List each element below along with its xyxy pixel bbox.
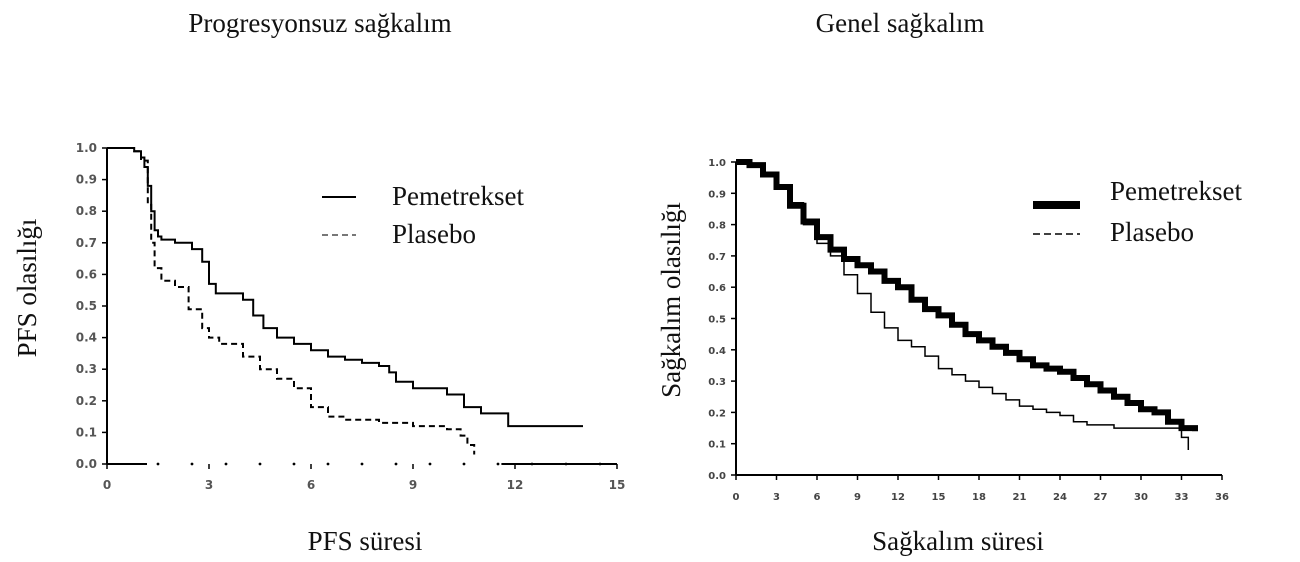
pfs-axis-dot — [258, 462, 262, 466]
pfs-x-tick-label: 0 — [103, 478, 111, 492]
os-x-tick-label: 0 — [733, 492, 740, 503]
os-x-axis-title: Sağkalım süresi — [872, 526, 1044, 556]
pfs-y-tick-label: 0.4 — [76, 331, 97, 345]
os-y-tick-label: 0.9 — [708, 189, 726, 200]
os-legend-label-pemetrekset: Pemetrekset — [1110, 176, 1242, 206]
pfs-axis-dot — [190, 462, 194, 466]
os-x-tick-label: 36 — [1215, 492, 1229, 503]
pfs-y-axis-title: PFS olasılığı — [12, 219, 42, 358]
pfs-y-tick-label: 0.8 — [76, 204, 97, 218]
os-y-axis-title: Sağkalım olasılığı — [656, 202, 686, 398]
os-y-tick-label: 0.1 — [708, 440, 726, 451]
pfs-axis-dot — [224, 462, 228, 466]
pfs-plot-area — [107, 147, 583, 455]
pfs-y-tick-label: 0.2 — [76, 394, 97, 408]
os-x-tick-label: 3 — [773, 492, 780, 503]
pfs-axis-dot — [326, 462, 330, 466]
pfs-x-tick-label: 15 — [609, 478, 626, 492]
pfs-axis-dot — [292, 462, 296, 466]
pfs-axis-dot — [496, 462, 500, 466]
os-x-tick-label: 6 — [814, 492, 821, 503]
pfs-y-tick-label: 0.9 — [76, 173, 97, 187]
os-x-tick-label: 9 — [854, 492, 861, 503]
pfs-legend-label-pemetrekset: Pemetrekset — [392, 181, 524, 211]
os-legend: Pemetrekset Plasebo — [1033, 176, 1242, 247]
os-x-tick-label: 24 — [1053, 492, 1067, 503]
os-x-tick-label: 15 — [932, 492, 946, 503]
os-y-tick-label: 0.3 — [708, 377, 726, 388]
pfs-chart-title: Progresyonsuz sağkalım — [188, 8, 451, 38]
os-x-tick-label: 18 — [972, 492, 986, 503]
os-y-tick-label: 0.7 — [708, 252, 726, 263]
pfs-axis-dot — [156, 462, 160, 466]
pfs-series-line-pemetrekset — [107, 147, 583, 428]
pfs-chart: Progresyonsuz sağkalım PFS süresi PFS ol… — [12, 8, 625, 556]
pfs-y-tick-label: 0.7 — [76, 236, 97, 250]
os-y-tick-label: 0.2 — [708, 408, 726, 419]
os-x-tick-label: 30 — [1134, 492, 1148, 503]
os-x-tick-label: 12 — [891, 492, 905, 503]
pfs-y-tick-label: 0.3 — [76, 362, 97, 376]
pfs-y-tick-label: 0.6 — [76, 267, 97, 281]
os-chart-title: Genel sağkalım — [816, 8, 985, 38]
os-x-tick-label: 27 — [1094, 492, 1108, 503]
pfs-x-tick-label: 12 — [507, 478, 524, 492]
pfs-legend-label-plasebo: Plasebo — [392, 219, 476, 249]
pfs-x-tick-label: 9 — [409, 478, 417, 492]
pfs-y-tick-label: 0.0 — [76, 457, 97, 471]
os-y-tick-label: 0.8 — [708, 221, 726, 232]
pfs-x-tick-label: 3 — [205, 478, 213, 492]
os-x-tick-label: 21 — [1013, 492, 1027, 503]
pfs-legend: Pemetrekset Plasebo — [322, 181, 524, 249]
os-plot-area — [736, 159, 1198, 450]
os-y-tick-label: 0.5 — [708, 315, 726, 326]
os-y-tick-label: 0.6 — [708, 283, 726, 294]
pfs-series-line-plasebo — [107, 147, 476, 455]
pfs-x-axis-title: PFS süresi — [308, 526, 423, 556]
os-y-tick-label: 0.0 — [708, 471, 726, 482]
os-series-line-plasebo — [736, 161, 1190, 450]
pfs-axis-dot — [428, 462, 432, 466]
pfs-axis-dot — [360, 462, 364, 466]
os-y-tick-label: 1.0 — [708, 158, 726, 169]
os-legend-label-plasebo: Plasebo — [1110, 217, 1194, 247]
os-x-tick-label: 33 — [1175, 492, 1189, 503]
pfs-axis-dot — [394, 462, 398, 466]
pfs-y-tick-label: 0.5 — [76, 299, 97, 313]
pfs-x-tick-label: 6 — [307, 478, 315, 492]
os-y-tick-label: 0.4 — [708, 346, 726, 357]
pfs-axis-dot — [462, 462, 466, 466]
os-axes: 0.00.10.20.30.40.50.60.70.80.91.00 3 6 9 12 1… — [708, 158, 1229, 503]
pfs-y-tick-label: 1.0 — [76, 141, 97, 155]
pfs-axes: 0.0 0.1 0.2 0.3 0.4 0.5 0.6 0.7 0.8 0.9 1.0 0 3 6 9 12 1… — [76, 141, 626, 492]
pfs-y-tick-label: 0.1 — [76, 425, 97, 439]
os-chart: Genel sağkalım Sağkalım süresi Sağkalım … — [656, 8, 1242, 556]
